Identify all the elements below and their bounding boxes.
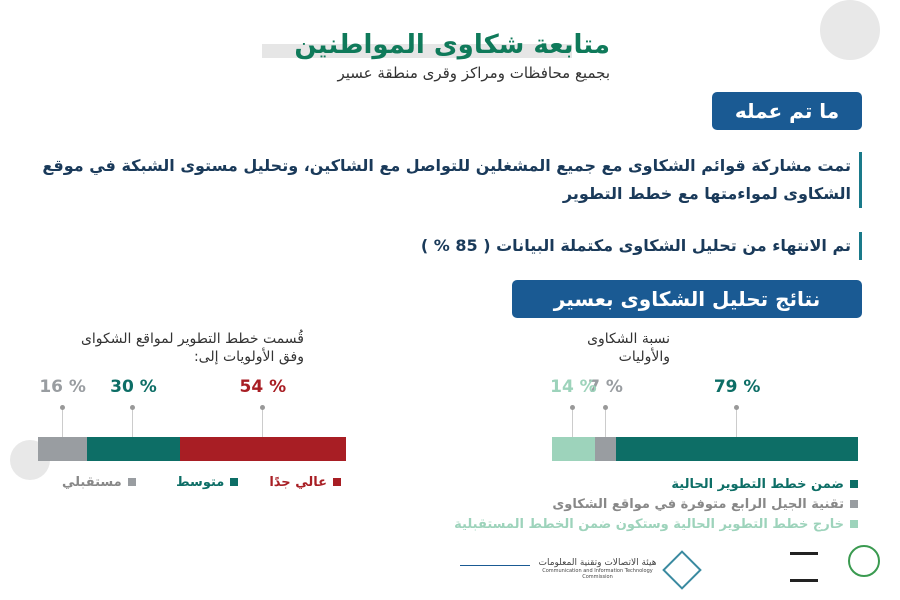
citc-logo: هيئة الاتصالات وتقنية المعلومات Communica… [538,558,657,580]
label-stem [572,407,574,437]
label-dot [734,405,740,410]
legend-item: مستقبلي [62,475,136,490]
label-stem [132,407,134,437]
asir-emirate-logo [848,545,880,577]
label-dot [570,405,576,410]
label-dot [59,405,65,410]
label-stem [261,407,263,437]
section-results-label: نتائج تحليل الشكاوى بعسير [512,280,862,318]
bar-segment [594,437,617,461]
done-item-1: تمت مشاركة قوائم الشكاوى مع جميع المشغلي… [32,152,862,208]
label-stem [736,407,738,437]
data-label: 7 % [588,377,623,397]
legend-item: ضمن خطط التطوير الحالية [671,477,858,492]
page-title: متابعة شكاوى المواطنين [294,30,610,60]
legend-label: تقنية الجيل الرابع متوفرة في مواقع الشكا… [552,497,844,512]
legend-label: متوسط [176,475,225,490]
title-underline [262,44,572,58]
bar-segment [179,437,346,461]
mcit-logo [662,550,702,590]
legend-swatch [850,520,858,528]
legend-swatch [333,478,341,486]
chart-title: نسبة الشكاوى والأوليات [587,331,670,365]
legend-label: ضمن خطط التطوير الحالية [671,477,844,492]
bar-segment [87,437,180,461]
legend-label: خارج خطط التطوير الحالية وستكون ضمن الخط… [454,517,844,532]
bar-segment [38,437,88,461]
label-dot [130,405,136,410]
legend-item: خارج خطط التطوير الحالية وستكون ضمن الخط… [454,517,858,532]
data-label: 14 % [550,377,597,397]
bar-segment [552,437,595,461]
legend-item: عالي جدًا [269,475,341,490]
legend-item: متوسط [176,475,239,490]
legend-swatch [850,500,858,508]
label-dot [602,405,608,410]
legend-label: مستقبلي [61,475,122,490]
page-subtitle: بجميع محافظات ومراكز وقرى منطقة عسير [337,64,610,82]
label-stem [61,407,63,437]
section-done-label: ما تم عمله [712,92,862,130]
data-label: 16 % [39,377,86,397]
data-label: 30 % [110,377,157,397]
data-label: 54 % [239,377,287,397]
label-dot [259,405,265,410]
asir-authority-logo [790,552,818,582]
legend-item: تقنية الجيل الرابع متوفرة في مواقع الشكا… [552,497,858,512]
bar-segment [616,437,858,461]
legend-swatch [850,480,858,488]
data-label: 79 % [713,377,761,397]
done-item-2: تم الانتهاء من تحليل الشكاوى مكتملة البي… [32,232,862,260]
legend-swatch [127,478,136,486]
legend-swatch [230,478,239,486]
label-stem [604,407,606,437]
chart-title: قُسمت خطط التطوير لمواقع الشكواى وفق الأ… [80,331,304,365]
divider [460,565,530,566]
decorative-network-node [820,0,880,60]
legend-label: عالي جدًا [269,475,327,490]
